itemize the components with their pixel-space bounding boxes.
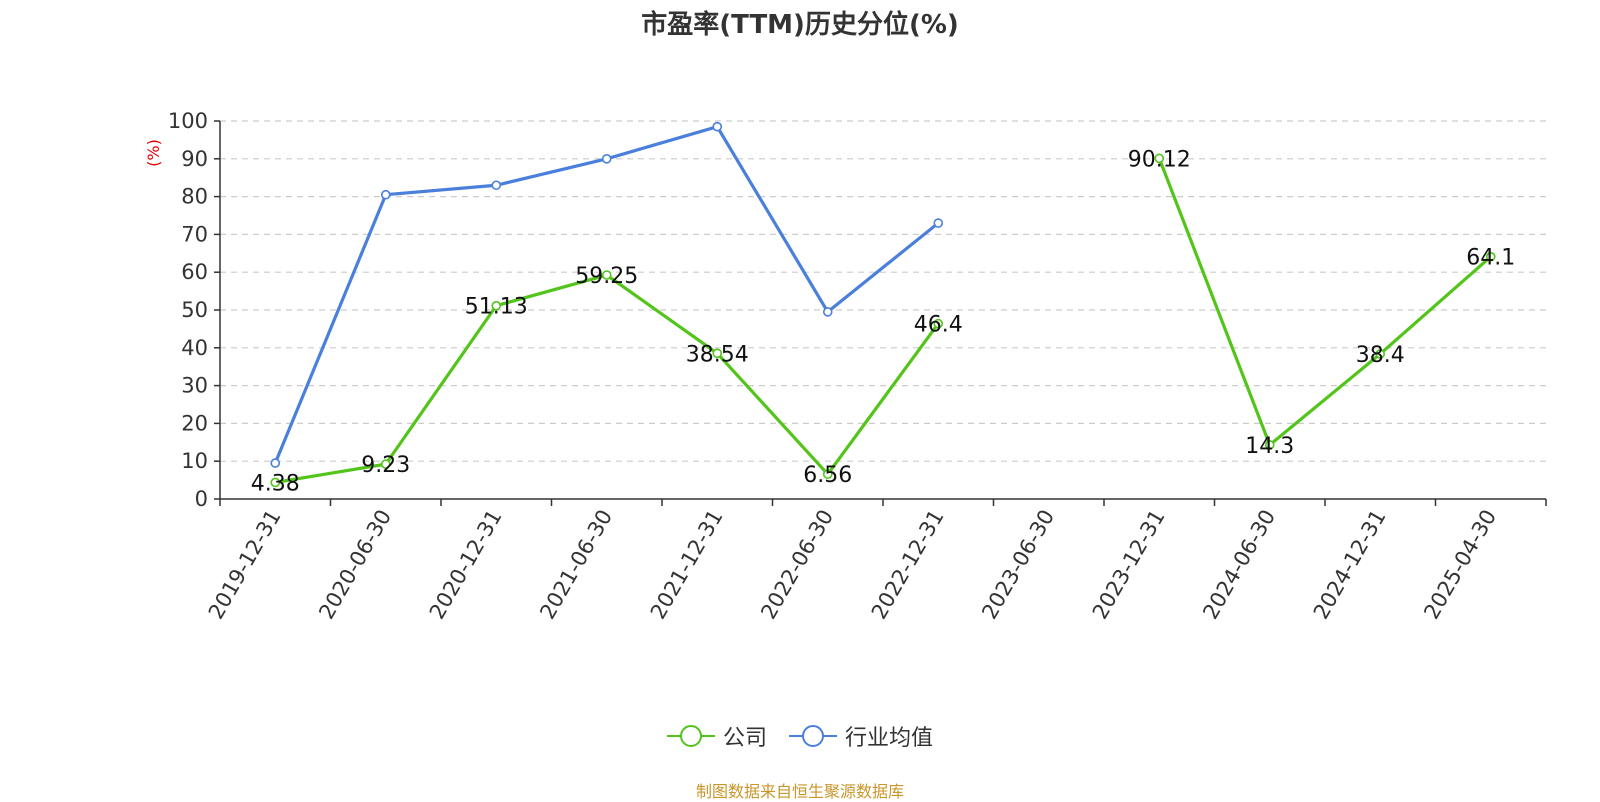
axes: 0 10 20 30 40 50 60 70 80 90 100 2019-12-31 2020-06-… <box>168 109 1547 624</box>
x-tick-label: 2022-06-30 <box>756 506 838 624</box>
series <box>270 121 1496 488</box>
grid-lines <box>220 120 1546 462</box>
legend-label: 公司 <box>722 726 767 751</box>
legend: 公司 行业均值 <box>0 720 1600 752</box>
series-line-1 <box>273 125 940 464</box>
data-point <box>270 458 281 468</box>
footer-source: 制图数据来自恒生聚源数据库 <box>695 782 904 801</box>
data-labels: 4.38 9.23 51.13 59.25 38.54 6.56 46.4 90.12 14.3… <box>251 147 1515 496</box>
data-point <box>270 477 281 488</box>
data-label: 59.25 <box>575 264 638 289</box>
y-tick-label: 60 <box>181 260 208 284</box>
legend-marker-icon <box>789 725 837 747</box>
data-point <box>1264 440 1275 450</box>
x-tick-label: 2025-04-30 <box>1419 506 1501 624</box>
data-point <box>491 300 502 311</box>
data-label: 38.4 <box>1356 343 1405 368</box>
y-tick-label: 80 <box>181 185 208 209</box>
x-tick-label: 2021-12-31 <box>646 506 728 624</box>
data-label: 90.12 <box>1128 147 1191 172</box>
data-label: 4.38 <box>251 471 300 496</box>
data-point <box>1485 251 1496 262</box>
x-tick-label: 2020-12-31 <box>425 506 507 624</box>
data-point <box>712 348 723 359</box>
data-point <box>933 218 944 228</box>
data-label: 14.3 <box>1245 434 1294 459</box>
y-tick-label: 40 <box>181 336 208 360</box>
data-label: 9.23 <box>361 453 410 478</box>
x-tick-label: 2021-06-30 <box>535 506 617 624</box>
data-point <box>601 270 612 280</box>
y-tick-label: 90 <box>181 147 208 171</box>
data-point <box>712 121 723 132</box>
data-point <box>933 318 944 329</box>
x-tick-label: 2023-06-30 <box>977 506 1059 624</box>
data-label: 6.56 <box>803 463 852 488</box>
data-point <box>1154 153 1165 164</box>
x-tick-label: 2019-12-31 <box>204 506 286 624</box>
data-label: 64.1 <box>1466 246 1515 271</box>
y-tick-label: 10 <box>181 449 208 473</box>
y-tick-label: 30 <box>181 374 208 398</box>
legend-label: 行业均值 <box>845 726 934 751</box>
y-tick-label: 100 <box>168 109 208 133</box>
x-tick-label: 2024-06-30 <box>1198 506 1280 624</box>
y-tick-label: 70 <box>181 222 208 246</box>
series-line-0 <box>274 273 940 485</box>
legend-item[interactable]: 公司 <box>666 720 767 752</box>
legend-marker-icon <box>666 725 715 747</box>
data-point <box>380 459 391 469</box>
chart-title: 市盈率(TTM)历史分位(%) <box>641 10 959 40</box>
legend-item[interactable]: 行业均值 <box>789 720 933 752</box>
data-label: 46.4 <box>914 313 963 338</box>
y-axis-label: (%) <box>144 139 163 167</box>
x-tick-label: 2024-12-31 <box>1309 506 1391 624</box>
x-tick-label: 2023-12-31 <box>1088 506 1170 624</box>
series-line-0 <box>1157 157 1492 447</box>
data-point <box>491 180 502 191</box>
data-point <box>380 189 391 200</box>
data-point <box>822 307 833 317</box>
data-point <box>1375 349 1386 359</box>
y-tick-label: 50 <box>181 298 208 322</box>
data-point <box>822 469 833 480</box>
x-tick-label: 2022-12-31 <box>867 506 949 624</box>
x-tick-label: 2020-06-30 <box>314 506 396 624</box>
data-label: 51.13 <box>465 295 528 320</box>
data-point <box>601 154 612 164</box>
y-tick-label: 0 <box>195 487 208 511</box>
y-tick-label: 20 <box>181 411 208 435</box>
data-label: 38.54 <box>686 342 749 367</box>
